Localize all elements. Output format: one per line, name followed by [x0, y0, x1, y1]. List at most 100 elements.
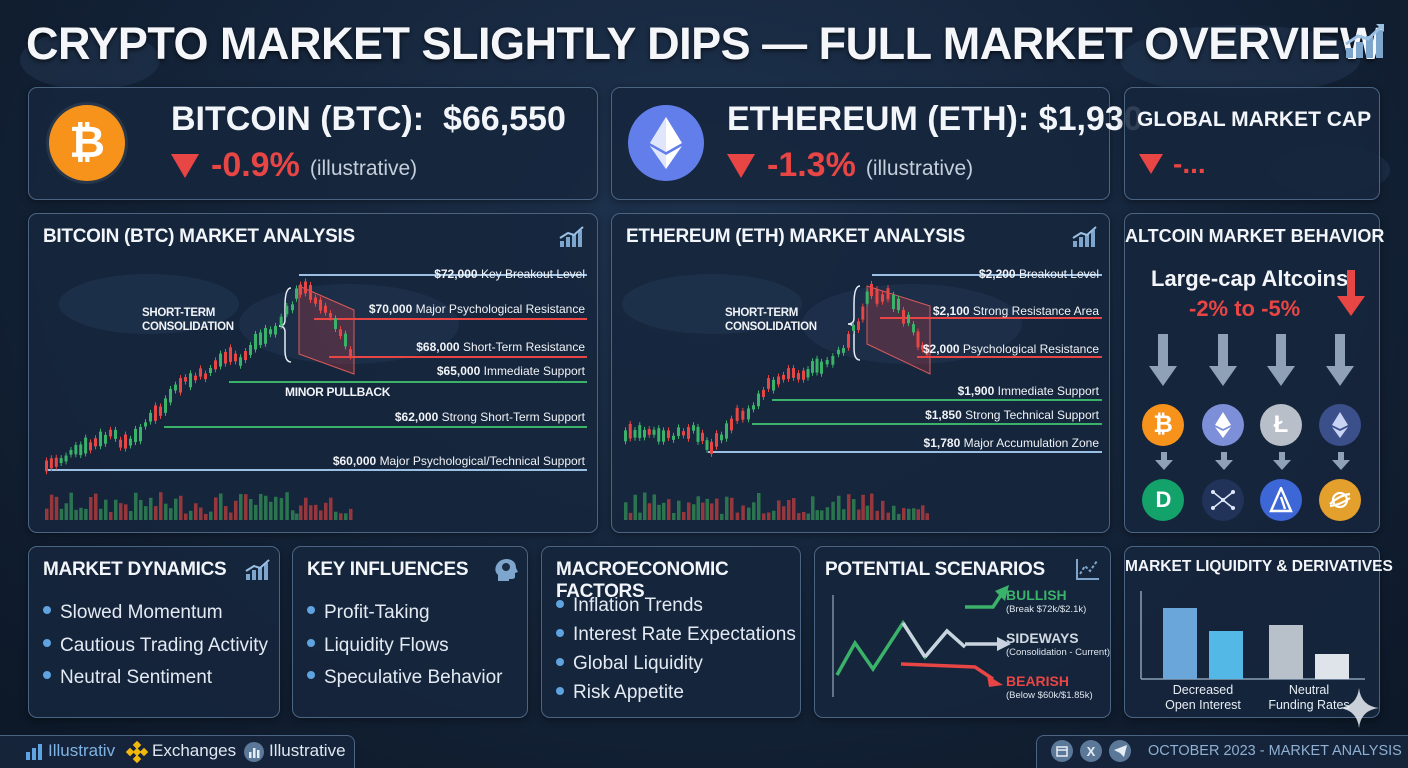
candle	[279, 316, 283, 327]
volume-bar	[662, 502, 666, 520]
volume-bar	[705, 498, 709, 520]
volume-bar	[852, 499, 856, 520]
liquidity-bar-graphic	[1140, 591, 1365, 680]
footer-date: OCTOBER 2023 - MARKET ANALYSIS	[1148, 743, 1402, 759]
candle	[74, 444, 78, 455]
scenarios-title: POTENTIAL SCENARIOS	[825, 559, 1045, 580]
candle	[164, 398, 167, 413]
volume-bar	[815, 510, 819, 520]
volume-bar	[109, 512, 113, 520]
candle	[825, 359, 829, 365]
liquidity-panel: MARKET LIQUIDITY & DERIVATIVES Decreased…	[1124, 546, 1393, 718]
candle	[149, 412, 152, 422]
eth-level-5: $1,850 Strong Technical Support	[925, 408, 1099, 422]
bitcoin-icon: ₿	[49, 105, 125, 181]
sideways-label: SIDEWAYS	[1006, 630, 1079, 646]
candle	[49, 458, 53, 469]
volume-bar	[907, 508, 911, 520]
litecoin-icon: Ł	[1260, 404, 1302, 446]
ethereum-icon	[628, 105, 704, 181]
eth-analysis-panel: ETHEREUM (ETH) MARKET ANALYSIS SHORT-TER…	[611, 213, 1110, 533]
candle	[334, 318, 337, 329]
candle	[782, 374, 785, 380]
key-influences-list: Profit-Taking Liquidity Flows Speculativ…	[307, 597, 503, 695]
list-item: Neutral Sentiment	[43, 662, 268, 695]
btc-analysis-panel: BITCOIN (BTC) MARKET ANALYSIS SHORT-TERM…	[28, 213, 598, 533]
altcoin-range: -2% to -5%	[1189, 296, 1301, 321]
analytics-icon	[26, 744, 42, 760]
volume-bar	[264, 495, 268, 520]
scenario-chart-icon	[1076, 559, 1099, 580]
candle	[672, 435, 675, 440]
btc-change: -0.9%	[211, 146, 300, 184]
eth-consolidation-label: SHORT-TERM CONSOLIDATION	[725, 307, 817, 333]
telegram-icon[interactable]	[1109, 740, 1131, 762]
volume-bar	[892, 505, 896, 520]
macro-factors-list: Inflation Trends Interest Rate Expectati…	[556, 591, 796, 707]
volume-bar	[747, 507, 751, 520]
volume-bar	[825, 507, 830, 520]
volume-bar	[74, 509, 78, 520]
volume-bar	[633, 494, 637, 520]
volume-bar	[314, 504, 318, 520]
candle	[777, 376, 780, 385]
candle	[710, 441, 713, 454]
candle	[79, 444, 83, 456]
network-icon	[1202, 479, 1244, 521]
candle	[831, 356, 835, 365]
eth-note: (illustrative)	[865, 156, 974, 180]
candle	[662, 430, 665, 442]
candle	[269, 329, 272, 335]
eth-price-chart	[622, 274, 1102, 520]
volume-bar	[902, 508, 906, 520]
volume-bar	[628, 512, 633, 520]
volume-bar	[324, 502, 328, 520]
candle	[643, 429, 646, 438]
volume-bar	[334, 511, 338, 520]
candle	[114, 429, 117, 439]
calendar-icon[interactable]	[1051, 740, 1073, 762]
map-shape	[59, 274, 239, 334]
volume-bar	[234, 500, 238, 520]
candle	[139, 426, 142, 442]
candle	[154, 405, 157, 421]
candle	[886, 288, 890, 300]
candle	[820, 361, 823, 374]
volume-bar	[129, 511, 133, 520]
volume-bar	[319, 510, 323, 520]
candle	[741, 410, 745, 420]
volume-bar	[189, 510, 193, 520]
volume-bar	[672, 513, 676, 520]
footer-left-bar	[0, 735, 355, 768]
volume-bar	[797, 513, 801, 520]
candle	[344, 333, 347, 347]
candle	[638, 425, 642, 438]
btc-level-6: $60,000 Major Psychological/Technical Su…	[332, 454, 585, 468]
list-item: Slowed Momentum	[43, 597, 268, 630]
volume-bar	[219, 493, 223, 520]
candle	[174, 384, 177, 391]
x-social-icon[interactable]: X	[1080, 740, 1102, 762]
volume-bar	[677, 500, 681, 520]
volume-bar	[159, 492, 163, 520]
volume-bar	[857, 509, 861, 520]
candle	[687, 427, 690, 439]
candle	[124, 434, 127, 449]
eth-level-6: $1,780 Major Accumulation Zone	[923, 436, 1099, 450]
volume-bar	[787, 499, 791, 520]
candle	[244, 351, 247, 361]
candle	[892, 294, 895, 310]
candle	[304, 281, 307, 294]
bullish-note: (Break $72k/$2.1k)	[1006, 604, 1087, 615]
macro-factors-title: MACROECONOMIC FACTORS	[556, 559, 729, 602]
map-shape	[239, 284, 459, 364]
volume-bar	[806, 513, 810, 520]
candle	[54, 457, 58, 467]
candle	[285, 305, 289, 315]
volume-bar	[772, 510, 776, 520]
candle	[329, 313, 332, 318]
candle	[59, 458, 63, 464]
altcoin-label: Large-cap Altcoins:	[1151, 266, 1356, 291]
candle	[870, 283, 873, 297]
btc-level-4: $65,000 Immediate Support	[436, 364, 585, 378]
